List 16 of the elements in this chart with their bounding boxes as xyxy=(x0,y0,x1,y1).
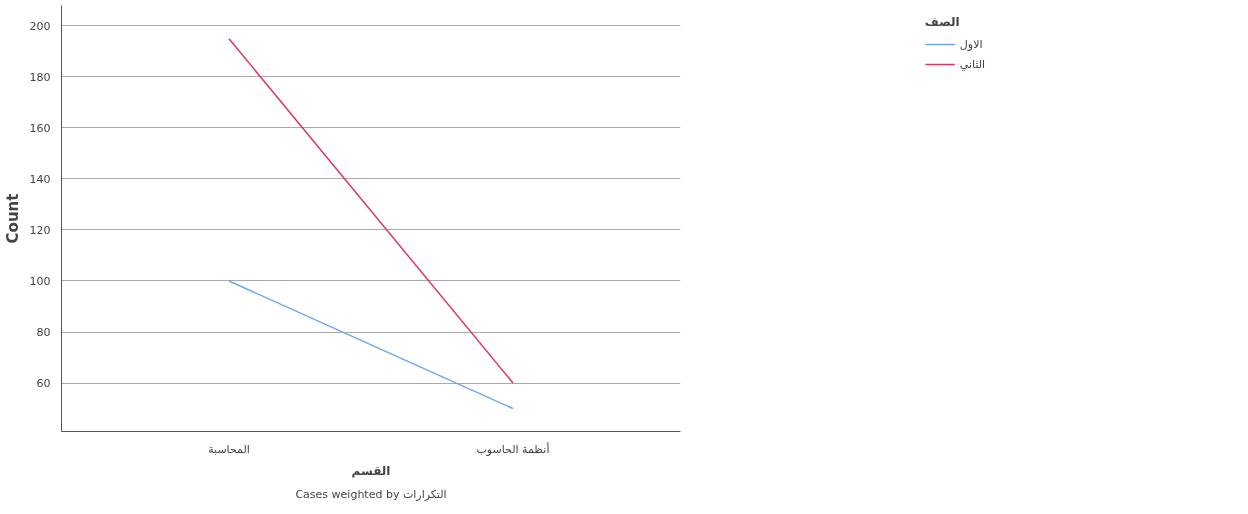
x-tick-label: أنظمة الحاسوب xyxy=(476,441,550,456)
y-tick-label: 60 xyxy=(36,377,51,391)
y-tick-label: 200 xyxy=(29,19,51,33)
legend-title: الصف xyxy=(924,15,961,29)
y-tick-label: 80 xyxy=(36,326,51,340)
legend-label: الاول xyxy=(959,37,983,51)
y-axis-title: Count xyxy=(3,193,22,244)
y-tick-label: 100 xyxy=(29,275,51,288)
x-axis-title: القسم xyxy=(351,463,391,478)
y-tick-label: 120 xyxy=(29,223,51,237)
y-tick-label: 180 xyxy=(29,70,51,84)
x-tick-label: المحاسبة xyxy=(208,442,250,456)
legend-label: الثاني xyxy=(959,57,986,71)
y-tick-label: 160 xyxy=(29,121,51,135)
text: Cases weighted by التكرارات xyxy=(295,487,447,501)
y-tick-label: 140 xyxy=(29,172,51,186)
